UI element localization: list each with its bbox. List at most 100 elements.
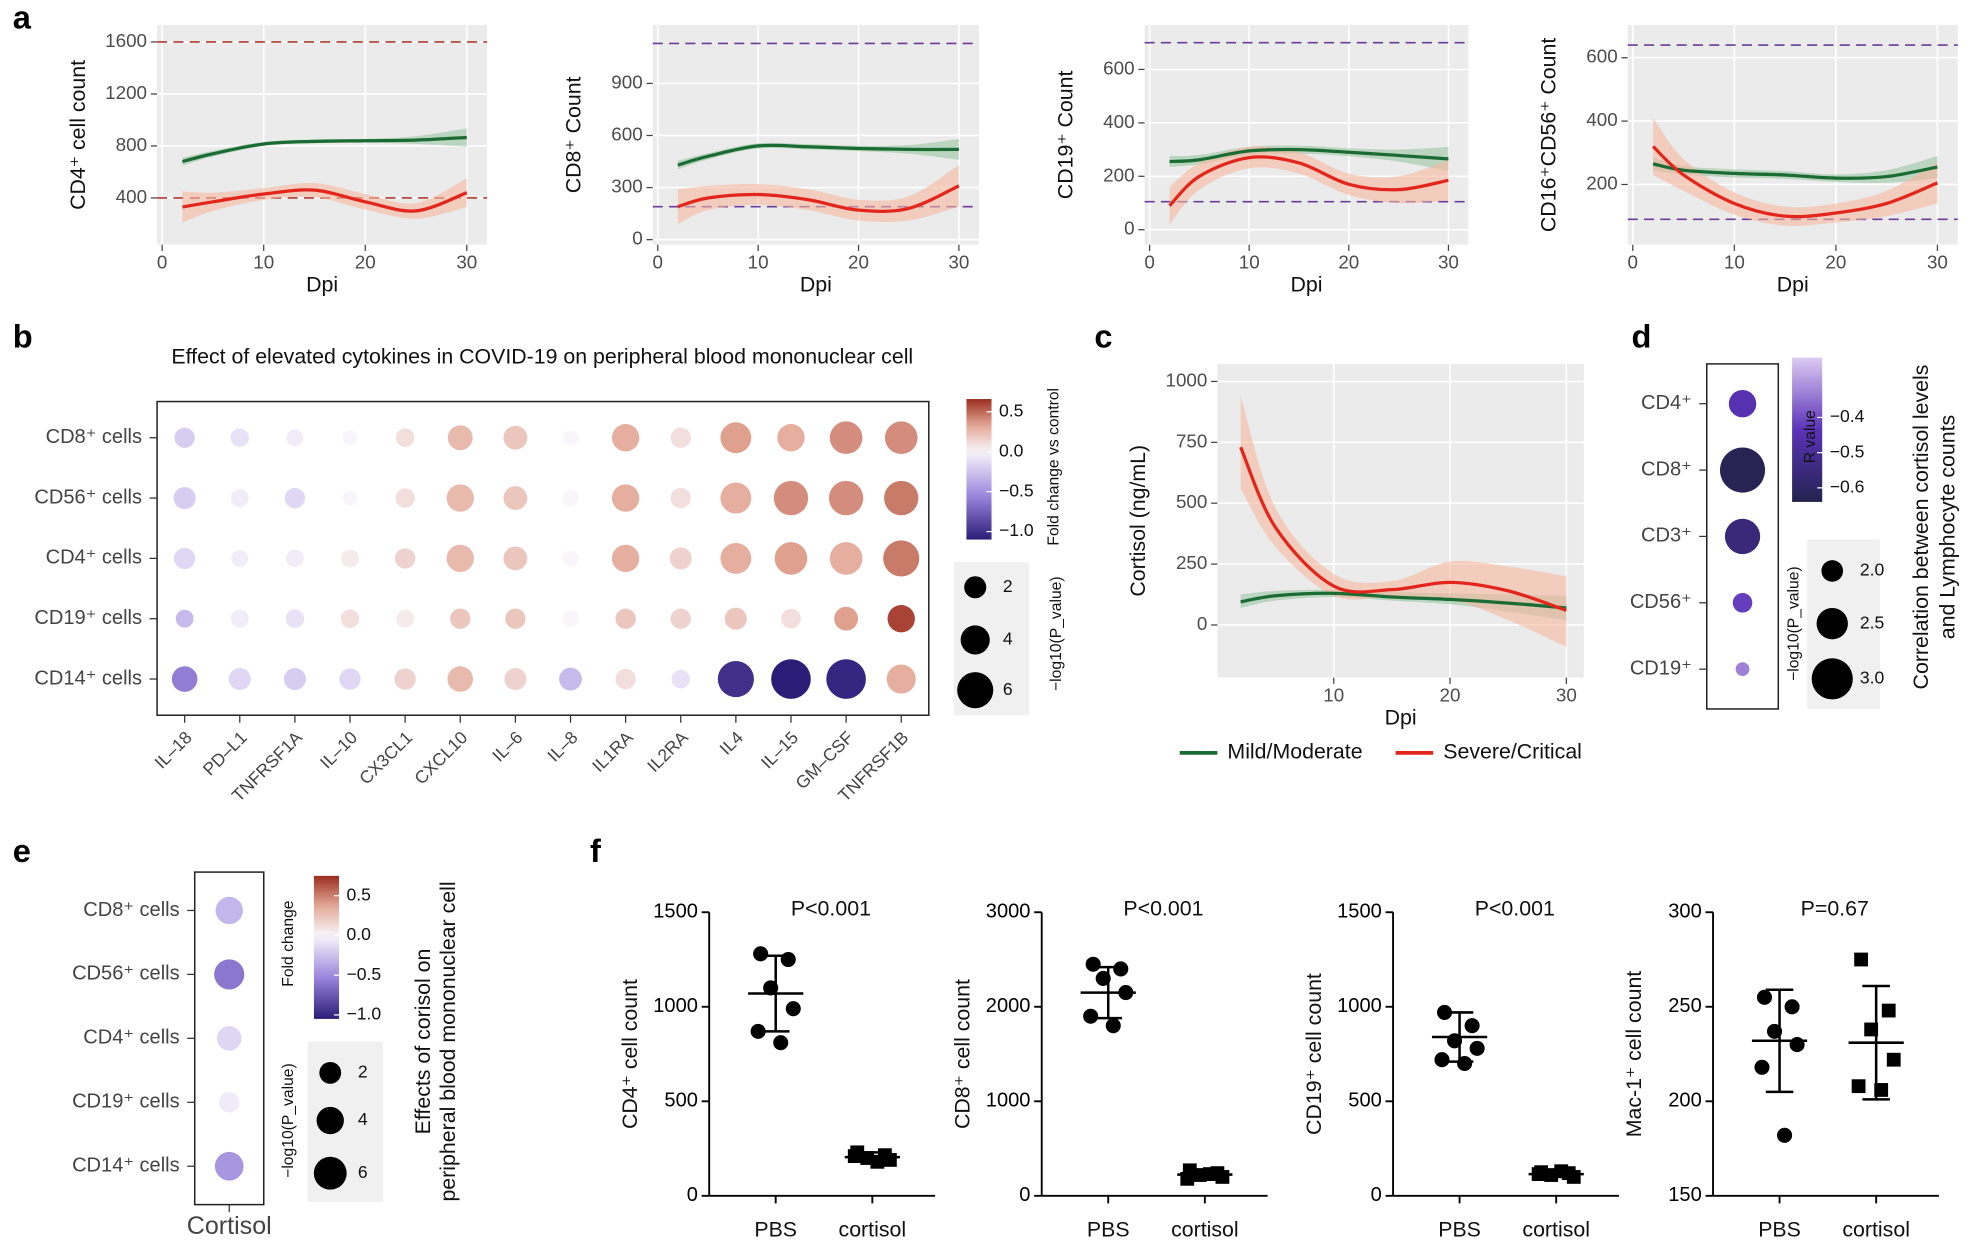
dot	[829, 421, 863, 455]
y-axis-label: CD16⁺CD56⁺ Count	[1537, 38, 1561, 232]
color-tick-label: 0.0	[347, 924, 372, 944]
dot	[670, 608, 691, 629]
legend-label: Severe/Critical	[1443, 740, 1582, 764]
chart-title: P<0.001	[1475, 896, 1555, 920]
point	[1464, 1018, 1480, 1034]
size-key	[313, 1156, 347, 1190]
dot	[395, 428, 415, 448]
dot	[446, 484, 474, 512]
chart-title: P<0.001	[1123, 896, 1203, 920]
y-tick-label: 250	[1176, 552, 1207, 573]
point	[1083, 1008, 1099, 1024]
dot	[214, 1151, 244, 1181]
x-tick-label: 10	[1323, 684, 1344, 705]
x-tick-label: PBS	[754, 1218, 797, 1241]
x-tick-label: 20	[848, 251, 869, 272]
y-tick-label: 0	[1197, 613, 1207, 634]
dot	[773, 480, 809, 516]
y-tick-label: 0	[632, 228, 642, 249]
row-label: CD8⁺ cells	[46, 426, 142, 448]
x-tick-label: 20	[1338, 251, 1359, 272]
x-tick-label: 10	[1239, 251, 1260, 272]
dot	[394, 548, 416, 569]
row-label: CD56⁺ cells	[34, 486, 142, 508]
color-bar	[1792, 357, 1823, 502]
dot	[228, 667, 251, 691]
point	[1874, 1083, 1889, 1097]
trend-line	[182, 188, 468, 213]
y-tick-label: 3000	[986, 901, 1031, 923]
y-tick-label: 300	[1668, 901, 1701, 923]
dot	[503, 425, 528, 450]
column-label: CX3CL1	[355, 727, 416, 788]
x-tick-label: 0	[1628, 251, 1638, 272]
y-axis-label: Cortisol (ng/mL)	[1126, 445, 1150, 597]
size-key	[1816, 607, 1848, 640]
row-label: CD56⁺ cells	[72, 963, 180, 985]
dot	[171, 666, 198, 692]
y-tick-label: 200	[1103, 164, 1134, 185]
panel-label: c	[1094, 317, 1112, 354]
y-tick-label: 1500	[653, 901, 698, 923]
color-tick-label: −1.0	[347, 1004, 382, 1024]
color-tick-label: −0.4	[1830, 406, 1865, 426]
y-tick-label: 300	[611, 176, 642, 197]
dot	[670, 427, 691, 448]
point	[1851, 1079, 1866, 1094]
x-axis-label: Dpi	[800, 273, 832, 297]
x-axis-label: Dpi	[306, 273, 338, 297]
size-key-label: 2.5	[1860, 612, 1885, 632]
trend-line	[677, 143, 959, 167]
dot	[562, 430, 579, 446]
confidence-band	[677, 165, 959, 225]
point	[780, 951, 796, 968]
dot	[342, 430, 358, 446]
dot	[342, 490, 358, 506]
confidence-band	[1240, 396, 1567, 647]
dot	[219, 1092, 240, 1113]
color-bar	[313, 875, 340, 1019]
x-tick-label: cortisol	[1171, 1218, 1239, 1241]
dot	[1724, 518, 1761, 555]
dot	[395, 488, 415, 508]
x-tick-label: 30	[1927, 251, 1948, 272]
row-label: CD3⁺	[1641, 525, 1692, 547]
dot	[724, 607, 747, 630]
row-label: CD8⁺	[1641, 458, 1692, 480]
trend-line	[1652, 162, 1938, 180]
confidence-band	[182, 178, 467, 223]
point	[1789, 1037, 1805, 1053]
y-tick-label: 150	[1668, 1184, 1701, 1206]
y-tick-label: 500	[1176, 491, 1207, 512]
x-tick-label: 0	[1144, 251, 1154, 272]
dot	[283, 667, 306, 691]
dot	[828, 480, 864, 516]
size-key-label: 4	[1003, 629, 1013, 649]
point	[1756, 989, 1773, 1005]
dot	[230, 428, 250, 448]
dot	[1719, 447, 1766, 493]
point	[1754, 1059, 1770, 1075]
plot-frame	[156, 400, 930, 716]
dot	[886, 664, 916, 694]
y-tick-label: 1000	[653, 995, 698, 1017]
size-key	[964, 576, 987, 599]
size-key	[319, 1061, 342, 1084]
trend-line	[182, 135, 467, 164]
trend-line	[677, 184, 960, 213]
chart-title: P<0.001	[791, 896, 871, 920]
legend-note: and Lymphocyte counts	[1936, 415, 1960, 639]
dot	[284, 487, 306, 509]
size-key-label: 3.0	[1860, 667, 1885, 687]
color-tick-label: 0.5	[347, 884, 372, 904]
y-tick-label: 600	[1586, 46, 1617, 67]
size-key-label: 4	[358, 1109, 368, 1129]
y-tick-label: 400	[1103, 111, 1134, 132]
legend-note: Correlation between cortisol levels	[1909, 365, 1933, 690]
dot	[559, 667, 582, 691]
dot	[777, 424, 805, 452]
panel-label: d	[1631, 317, 1651, 354]
dot	[285, 549, 304, 568]
point	[882, 1153, 897, 1167]
dot	[450, 608, 471, 629]
